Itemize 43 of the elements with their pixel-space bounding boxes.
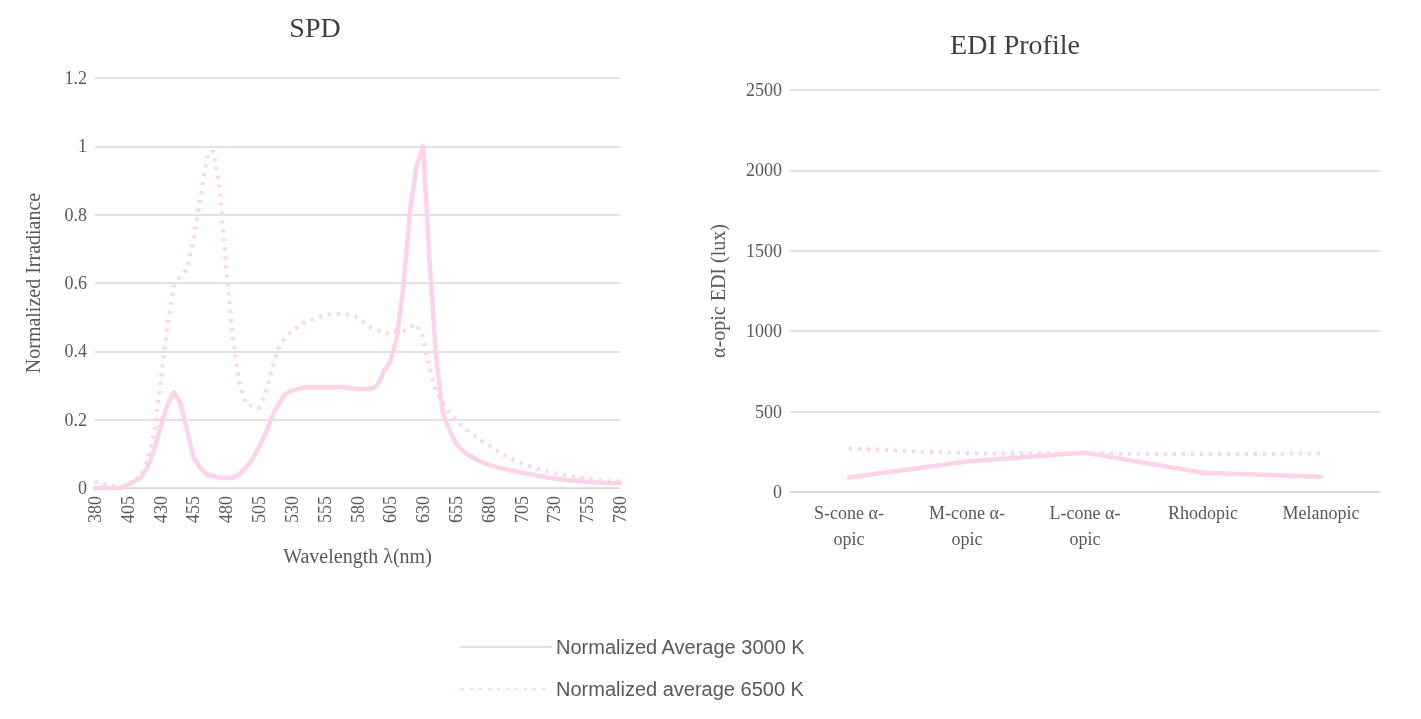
x-tick-label: 605 xyxy=(380,496,401,523)
y-tick-label: 0.6 xyxy=(64,273,87,293)
x-tick-label: L-cone α-opic xyxy=(1049,503,1121,549)
y-axis-title: α-opic EDI (lux) xyxy=(707,224,730,358)
x-tick-label: 755 xyxy=(577,496,598,523)
x-tick-label: 480 xyxy=(216,496,237,523)
x-tick-label: 430 xyxy=(150,496,171,523)
x-axis-title: Wavelength λ(nm) xyxy=(283,545,432,568)
x-tick-label: 730 xyxy=(544,496,565,523)
y-tick-label: 0 xyxy=(78,478,87,498)
y-tick-label: 0.8 xyxy=(64,204,87,225)
x-tick-label: 405 xyxy=(117,496,138,523)
x-tick-label: 555 xyxy=(314,496,335,523)
y-tick-label: 2000 xyxy=(746,160,782,181)
legend-label: Normalized average 6500 K xyxy=(556,678,805,700)
x-tick-label: Rhodopic xyxy=(1168,503,1239,523)
y-tick-label: 0 xyxy=(773,482,782,502)
chart-title: SPD xyxy=(289,11,341,43)
x-tick-label: S-cone α-opic xyxy=(814,503,884,549)
y-tick-label: 1500 xyxy=(746,240,782,261)
x-tick-label: 630 xyxy=(413,496,434,523)
x-tick-label: 530 xyxy=(281,496,302,523)
x-tick-label: 655 xyxy=(445,496,466,523)
y-tick-label: 500 xyxy=(755,401,782,422)
x-tick-label: 505 xyxy=(249,496,270,523)
chart-title: EDI Profile xyxy=(950,28,1080,60)
x-tick-label: 780 xyxy=(610,496,630,523)
line-series xyxy=(846,450,1324,480)
x-tick-label: 705 xyxy=(511,496,532,523)
y-tick-label: 1.2 xyxy=(64,68,87,88)
y-tick-label: 1 xyxy=(78,136,87,157)
x-tick-label: 680 xyxy=(478,496,499,523)
y-tick-label: 0.4 xyxy=(64,341,87,362)
y-axis-title: Normalized Irradiance xyxy=(22,192,44,374)
x-tick-label: Melanopic xyxy=(1282,503,1360,523)
y-tick-label: 1000 xyxy=(746,321,782,342)
x-tick-label: M-cone α-opic xyxy=(929,503,1005,549)
y-tick-label: 0.2 xyxy=(64,409,87,430)
x-tick-label: 380 xyxy=(85,496,105,523)
x-tick-label: 455 xyxy=(183,496,204,523)
x-tick-label: 580 xyxy=(347,496,368,523)
y-tick-label: 2500 xyxy=(746,80,782,100)
legend-label: Normalized Average 3000 K xyxy=(556,636,806,658)
